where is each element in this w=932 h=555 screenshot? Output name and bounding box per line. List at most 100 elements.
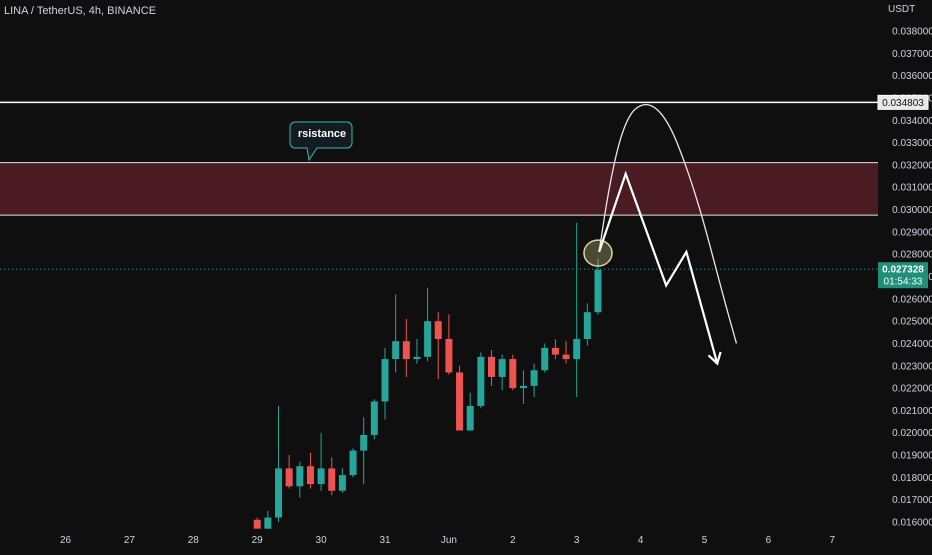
current-price-tag-label: 0.027328 <box>882 265 924 276</box>
candle-body <box>456 372 464 431</box>
candle-body <box>402 341 410 360</box>
candle <box>445 314 453 375</box>
price-tick-label: 0.032000 <box>892 160 932 171</box>
candle <box>360 417 368 485</box>
zigzag-projection <box>598 170 719 364</box>
time-tick-label: 29 <box>252 535 264 546</box>
price-tick-label: 0.017000 <box>892 495 932 506</box>
candle-body <box>573 338 581 360</box>
candle-body <box>519 385 527 389</box>
resistance-callout-box <box>289 121 353 162</box>
candle <box>519 370 527 404</box>
price-tick-label: 0.036000 <box>892 71 932 82</box>
candle <box>296 461 304 498</box>
candle-body <box>253 519 261 529</box>
candle-body <box>338 475 346 491</box>
resistance-callout-label: rsistance <box>298 128 346 140</box>
candle <box>551 338 559 360</box>
candle <box>338 468 346 493</box>
time-tick-label: 4 <box>638 535 644 546</box>
candle <box>466 392 474 431</box>
time-tick-label: 31 <box>379 535 391 546</box>
candle-body <box>530 370 538 386</box>
candle <box>594 258 602 315</box>
price-tick-label: 0.021000 <box>892 406 932 417</box>
price-tick-label: 0.026000 <box>892 294 932 305</box>
candle <box>306 452 314 489</box>
candle-body <box>509 359 517 389</box>
price-tick-label: 0.016000 <box>892 518 932 529</box>
candle <box>275 405 282 522</box>
candle <box>509 354 517 391</box>
candle-body <box>360 434 368 451</box>
candle-body <box>370 401 378 435</box>
price-tick-label: 0.022000 <box>892 384 932 395</box>
candle-body <box>562 354 570 360</box>
symbol-title: LINA / TetherUS, 4h, BINANCE <box>4 5 157 17</box>
current-price-tag <box>878 262 928 289</box>
candle <box>477 352 485 409</box>
candle-body <box>594 269 602 313</box>
candle-body <box>477 356 485 406</box>
candle-body <box>551 347 559 355</box>
candle <box>573 222 581 398</box>
time-tick-label: 5 <box>702 535 708 546</box>
candle <box>381 347 389 420</box>
candle <box>541 343 549 373</box>
candle-body <box>296 466 304 487</box>
candle <box>285 455 293 489</box>
time-tick-label: 2 <box>510 535 516 546</box>
time-tick-label: 3 <box>574 535 580 546</box>
candle <box>434 312 442 380</box>
candle <box>253 517 261 529</box>
price-tick-label: 0.019000 <box>892 451 932 462</box>
price-tick-label: 0.037000 <box>892 49 932 60</box>
highlight-circle <box>583 239 613 267</box>
time-tick-label: 28 <box>188 535 200 546</box>
resistance-zone <box>0 162 878 216</box>
time-tick-label: 27 <box>124 535 136 546</box>
time-tick-label: 6 <box>766 535 772 546</box>
price-tick-label: 0.029000 <box>892 227 932 238</box>
candle <box>424 287 432 362</box>
time-tick-label: Jun <box>441 535 457 546</box>
price-tick-label: 0.020000 <box>892 428 932 439</box>
time-tick-label: 26 <box>60 535 72 546</box>
candle-body <box>285 468 293 487</box>
candle <box>530 363 538 398</box>
price-tick-label: 0.025000 <box>892 317 932 328</box>
price-tick-label: 0.023000 <box>892 361 932 372</box>
price-tick-label: 0.018000 <box>892 473 932 484</box>
candle <box>317 432 325 491</box>
candle <box>402 318 410 377</box>
candle-body <box>541 347 549 371</box>
price-tick-label: 0.031000 <box>892 183 932 194</box>
candle <box>264 510 272 529</box>
candle <box>349 448 357 478</box>
level-price-tag-label: 0.034803 <box>882 98 924 109</box>
curve-projection <box>598 103 738 344</box>
price-unit-label: USDT <box>888 4 916 15</box>
candle-body <box>413 356 421 360</box>
candle <box>562 341 570 364</box>
candle-body <box>381 359 389 402</box>
time-tick-label: 30 <box>316 535 328 546</box>
candle <box>370 399 378 440</box>
candle <box>392 294 400 373</box>
current-price-countdown: 01:54:33 <box>884 277 923 288</box>
candle <box>456 365 464 431</box>
zigzag-arrowhead <box>707 351 722 366</box>
candle-body <box>498 359 506 377</box>
price-tick-label: 0.034000 <box>892 116 932 127</box>
candle-body <box>306 466 314 485</box>
price-tick-label: 0.024000 <box>892 339 932 350</box>
candle-body <box>583 312 591 339</box>
level-price-tag <box>877 94 929 110</box>
candle-body <box>445 338 453 373</box>
candle-body <box>328 468 336 491</box>
candle <box>498 354 506 391</box>
candle-body <box>317 468 325 485</box>
candle-body <box>424 321 432 357</box>
